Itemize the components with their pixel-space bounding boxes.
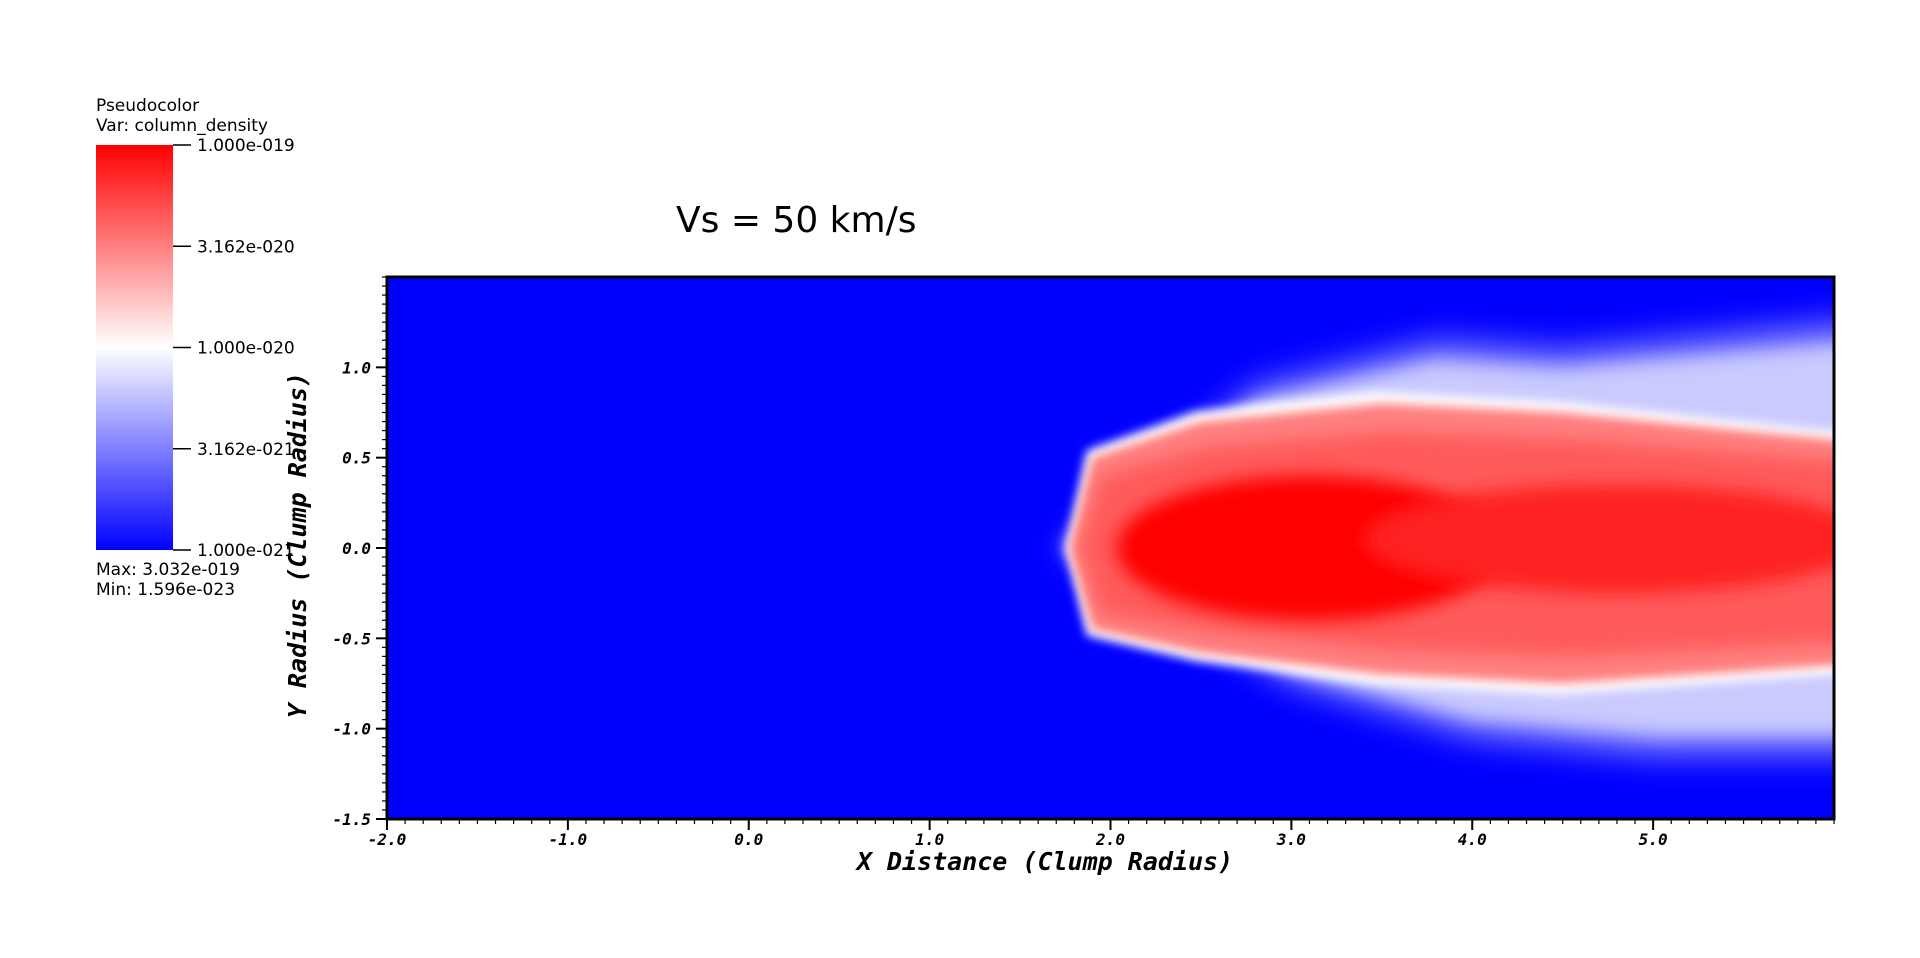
- x-tick-label: 2.0: [1095, 830, 1125, 849]
- y-tick-label: -1.0: [332, 720, 371, 739]
- heatmap-area: [385, 275, 1836, 821]
- x-tick-label: -1.0: [549, 830, 588, 849]
- x-axis-label: X Distance (Clump Radius): [855, 847, 1233, 876]
- x-tick-label: 1.0: [915, 830, 944, 849]
- legend-plot-type: Pseudocolor: [96, 96, 199, 116]
- y-axis-label: Y Radius (Clump Radius): [283, 372, 312, 718]
- y-tick-label: 0.5: [342, 449, 371, 468]
- colorbar-ticks: 1.000e-019 3.162e-020 1.000e-020 3.162e-021…: [173, 136, 295, 561]
- x-axis: -2.0 -1.0 0.0 1.0 2.0 3.0 4.0 5.0: [368, 819, 1835, 849]
- colorbar-tick-label: 3.162e-020: [197, 237, 295, 257]
- x-tick-label: -2.0: [368, 830, 407, 849]
- plume-core-tail: [1363, 484, 1834, 594]
- colorbar-tick-label: 1.000e-020: [197, 339, 295, 359]
- colorbar-tick-label: 3.162e-021: [197, 440, 295, 460]
- y-tick-label: -1.5: [332, 810, 371, 829]
- chart-title: Vs = 50 km/s: [676, 200, 917, 241]
- x-tick-label: 0.0: [734, 830, 763, 849]
- y-tick-label: -0.5: [332, 629, 371, 648]
- x-tick-label: 5.0: [1639, 830, 1668, 849]
- legend-max-label: Max: 3.032e-019: [96, 560, 240, 580]
- colorbar-tick-label: 1.000e-021: [197, 541, 295, 561]
- legend-min-label: Min: 1.596e-023: [96, 580, 235, 600]
- legend-var-label: Var: column_density: [96, 116, 268, 136]
- y-axis: -1.5 -1.0 -0.5 0.0 0.5 1.0: [332, 276, 387, 829]
- colorbar: [96, 145, 173, 550]
- colorbar-tick-label: 1.000e-019: [197, 136, 295, 156]
- x-tick-label: 4.0: [1458, 830, 1487, 849]
- y-tick-label: 0.0: [342, 539, 371, 558]
- y-tick-label: 1.0: [342, 358, 371, 377]
- x-tick-label: 3.0: [1276, 830, 1306, 849]
- colorbar-legend: Pseudocolor Var: column_density 1.000e-0…: [96, 96, 295, 600]
